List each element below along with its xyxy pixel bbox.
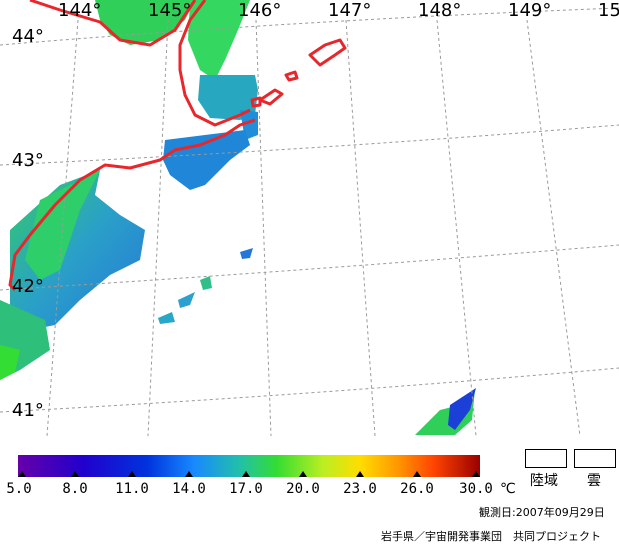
latitude-label-41: 41° <box>12 400 44 421</box>
colorbar-tick-30 <box>472 471 480 477</box>
longitude-label-145: 145° <box>148 0 192 21</box>
sst-patch-south-east-blue <box>448 388 476 430</box>
coastline-island-2 <box>258 88 284 106</box>
temperature-colorbar <box>18 455 480 477</box>
colorbar-tick-20 <box>299 471 307 477</box>
colorbar-unit: ℃ <box>500 481 516 497</box>
colorbar-label-30: 30.0 <box>459 481 493 497</box>
grid-line-lat-43 <box>0 124 619 166</box>
colorbar-tick-17 <box>242 471 250 477</box>
grid-line-lon-147 <box>345 19 376 436</box>
sst-map: 144° 145° 146° 147° 148° 149° 15 44° 43°… <box>0 0 619 436</box>
cloud-legend-label: 雲 <box>587 473 601 489</box>
sst-patch-east-coast <box>163 130 250 190</box>
credit-text: 岩手県／宇宙開発事業団 共同プロジェクト <box>381 530 601 543</box>
cloud-legend-swatch <box>574 449 616 468</box>
grid-line-lat-41 <box>0 367 619 413</box>
colorbar-tick-14 <box>185 471 193 477</box>
land-legend-label: 陸域 <box>530 473 558 489</box>
colorbar-tick-26 <box>413 471 421 477</box>
observation-date: 観測日:2007年09月29日 <box>479 506 605 519</box>
land-legend-swatch <box>525 449 567 468</box>
coastline-hokkaido-north <box>29 0 197 47</box>
colorbar-label-26: 26.0 <box>400 481 434 497</box>
colorbar-tick-5 <box>18 471 26 477</box>
longitude-label-146: 146° <box>238 0 282 21</box>
latitude-label-43: 43° <box>12 150 44 171</box>
colorbar-gradient <box>18 455 480 477</box>
colorbar-ticks <box>18 471 480 477</box>
longitude-label-150: 15 <box>598 0 619 21</box>
sst-patch-shiretoko <box>198 75 258 120</box>
grid-line-lon-146 <box>255 19 272 436</box>
graticule <box>0 7 619 436</box>
colorbar-label-8: 8.0 <box>62 481 88 497</box>
coastline <box>8 0 347 292</box>
sst-patch-small-2 <box>178 292 195 308</box>
longitude-label-148: 148° <box>418 0 462 21</box>
coastline-island-3 <box>284 70 299 82</box>
colorbar-tick-8 <box>71 471 79 477</box>
coastline-island-4 <box>250 96 262 108</box>
colorbar-label-14: 14.0 <box>172 481 206 497</box>
sst-patch-small-1 <box>240 248 253 259</box>
colorbar-label-11: 11.0 <box>115 481 149 497</box>
sst-patch-north-east <box>188 0 250 80</box>
grid-line-lon-148 <box>436 19 477 436</box>
sst-patch-north <box>95 0 195 45</box>
sst-patch-south-west-green <box>0 345 20 380</box>
colorbar-label-20: 20.0 <box>286 481 320 497</box>
longitude-label-149: 149° <box>508 0 552 21</box>
longitude-label-147: 147° <box>328 0 372 21</box>
colorbar-tick-11 <box>128 471 136 477</box>
colorbar-tick-23 <box>356 471 364 477</box>
colorbar-label-5: 5.0 <box>6 481 32 497</box>
grid-line-lon-145 <box>147 19 169 436</box>
sst-data-layer <box>0 0 476 435</box>
latitude-label-44: 44° <box>12 26 44 47</box>
latitude-label-42: 42° <box>12 276 44 297</box>
coastline-shiretoko <box>178 0 251 127</box>
colorbar-label-17: 17.0 <box>229 481 263 497</box>
map-canvas <box>0 0 619 436</box>
grid-line-lat-44 <box>0 7 619 46</box>
sst-patch-south-east <box>415 390 475 435</box>
longitude-label-144: 144° <box>58 0 102 21</box>
sst-patch-small-3 <box>158 312 175 324</box>
grid-line-lon-149 <box>526 19 581 436</box>
sst-patch-small-4 <box>200 276 212 290</box>
coastline-island-1 <box>308 38 347 67</box>
coastline-east <box>8 118 256 292</box>
grid-line-lat-42 <box>0 244 619 291</box>
colorbar-label-23: 23.0 <box>343 481 377 497</box>
